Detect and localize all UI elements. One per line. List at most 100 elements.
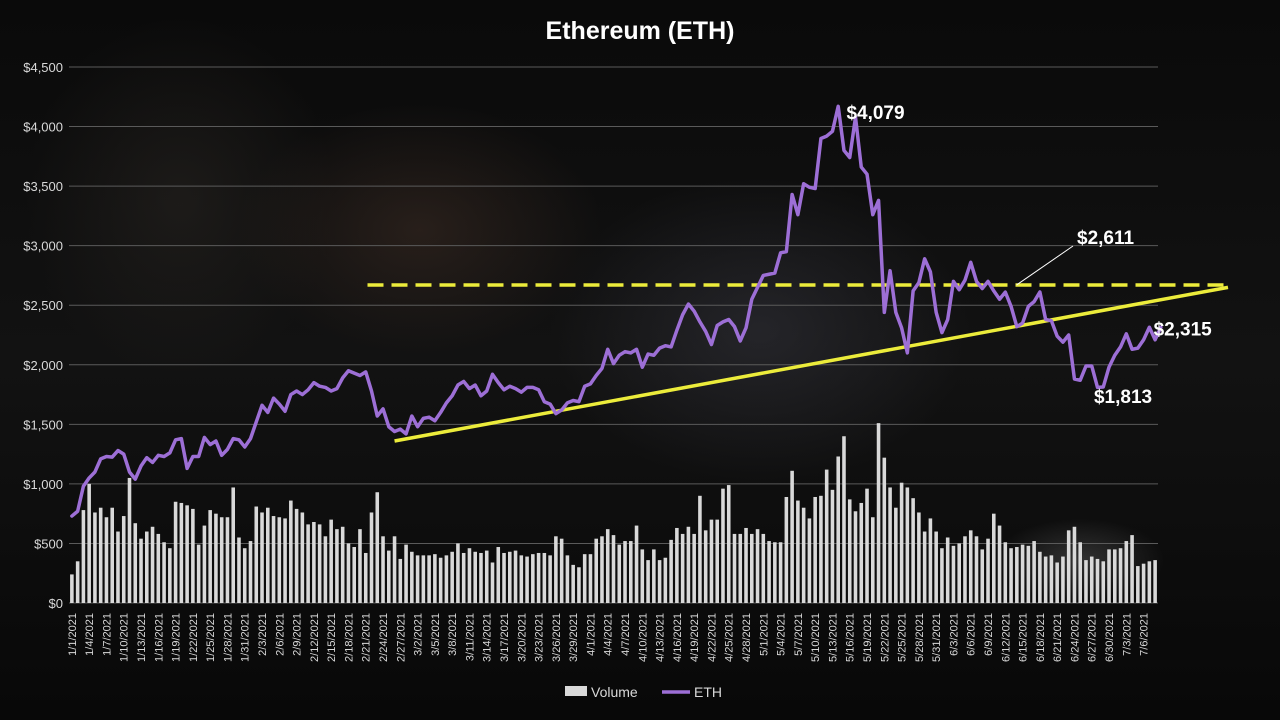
volume-bar (974, 536, 979, 603)
volume-bar (899, 482, 904, 603)
x-tick-label: 6/3/2021 (948, 613, 960, 656)
volume-bar (1089, 556, 1094, 603)
eth-point (1045, 318, 1047, 321)
eth-point (526, 386, 528, 389)
eth-point (739, 340, 741, 342)
volume-bar (352, 547, 356, 603)
y-tick-label: $3,500 (23, 179, 63, 194)
volume-bar (646, 560, 650, 603)
eth-point (232, 438, 234, 440)
eth-point (883, 311, 885, 313)
eth-point (509, 385, 511, 387)
eth-point (572, 399, 574, 402)
eth-point (1016, 326, 1018, 328)
eth-point (791, 193, 793, 196)
legend-eth-label: ETH (694, 684, 722, 700)
volume-bar (611, 535, 616, 603)
x-tick-label: 3/29/2021 (568, 613, 580, 662)
eth-point (336, 388, 338, 390)
volume-bar (162, 542, 166, 603)
volume-bar (1055, 562, 1059, 603)
eth-point (1125, 333, 1127, 335)
eth-point (831, 130, 834, 132)
eth-point (803, 183, 805, 185)
volume-bar (905, 487, 910, 603)
volume-bar (1101, 561, 1106, 603)
volume-bar (536, 552, 541, 603)
eth-point (1027, 305, 1029, 308)
volume-bar (588, 554, 593, 603)
volume-bar (600, 536, 604, 603)
eth-point (474, 384, 476, 386)
volume-bar (738, 533, 743, 603)
eth-point (440, 411, 442, 414)
x-tick-label: 2/27/2021 (395, 613, 407, 662)
eth-point (555, 413, 557, 415)
volume-bar (830, 489, 835, 603)
volume-bar (629, 541, 633, 603)
x-tick-label: 6/30/2021 (1104, 613, 1116, 662)
eth-point (589, 383, 592, 385)
eth-point (77, 510, 79, 512)
volume-bar (594, 538, 598, 603)
eth-point (1004, 291, 1006, 293)
volume-bar (156, 533, 161, 603)
eth-point (215, 440, 217, 442)
eth-point (428, 416, 430, 418)
eth-point (670, 346, 672, 348)
eth-point (146, 457, 148, 459)
x-tick-label: 2/6/2021 (274, 613, 286, 656)
volume-bar (1078, 542, 1082, 603)
trend-line (394, 285, 1229, 443)
eth-point (347, 370, 350, 372)
x-tick-label: 6/18/2021 (1035, 613, 1047, 662)
x-tick-label: 5/10/2021 (810, 613, 822, 662)
eth-point (382, 408, 384, 410)
volume-bar (865, 488, 869, 603)
eth-point (491, 373, 494, 375)
eth-point (203, 436, 205, 439)
eth-point (451, 395, 453, 397)
eth-point (157, 454, 159, 456)
volume-bar (110, 507, 114, 603)
y-tick-label: $2,500 (23, 298, 63, 313)
eth-point (221, 454, 223, 456)
x-tick-label: 6/9/2021 (983, 613, 995, 656)
eth-point (192, 455, 194, 458)
eth-point (1108, 366, 1110, 368)
eth-point (520, 391, 522, 393)
x-tick-label: 3/11/2021 (464, 613, 476, 661)
eth-point (768, 273, 770, 275)
eth-point (267, 411, 269, 414)
volume-bar (98, 507, 103, 603)
eth-point (843, 149, 845, 151)
volume-bar (669, 539, 673, 603)
eth-point (111, 456, 113, 458)
eth-point (872, 214, 874, 216)
volume-bar (312, 522, 316, 603)
volume-bar (363, 552, 368, 603)
eth-point (964, 279, 966, 281)
x-tick-label: 1/4/2021 (84, 613, 96, 656)
eth-point (117, 449, 119, 452)
annotation-label: $2,315 (1154, 319, 1213, 340)
volume-bar (145, 531, 149, 603)
eth-point (123, 453, 125, 455)
volume-bars (70, 423, 1157, 603)
x-tick-label: 1/16/2021 (153, 613, 165, 662)
eth-point (393, 430, 396, 433)
eth-point (607, 348, 609, 350)
annotations: $4,079 $2,611 $2,315 $1,813 (846, 103, 1212, 408)
x-tick-label: 6/12/2021 (1000, 613, 1012, 662)
x-tick-label: 4/25/2021 (724, 613, 736, 662)
volume-bar (824, 469, 829, 603)
volume-bar (761, 533, 766, 603)
x-tick-label: 5/31/2021 (931, 613, 943, 662)
eth-point (313, 382, 315, 384)
volume-bar (191, 508, 195, 603)
eth-point (664, 345, 666, 347)
eth-point (566, 402, 569, 404)
volume-bar (801, 507, 806, 603)
eth-point (935, 311, 937, 313)
eth-point (301, 393, 303, 396)
